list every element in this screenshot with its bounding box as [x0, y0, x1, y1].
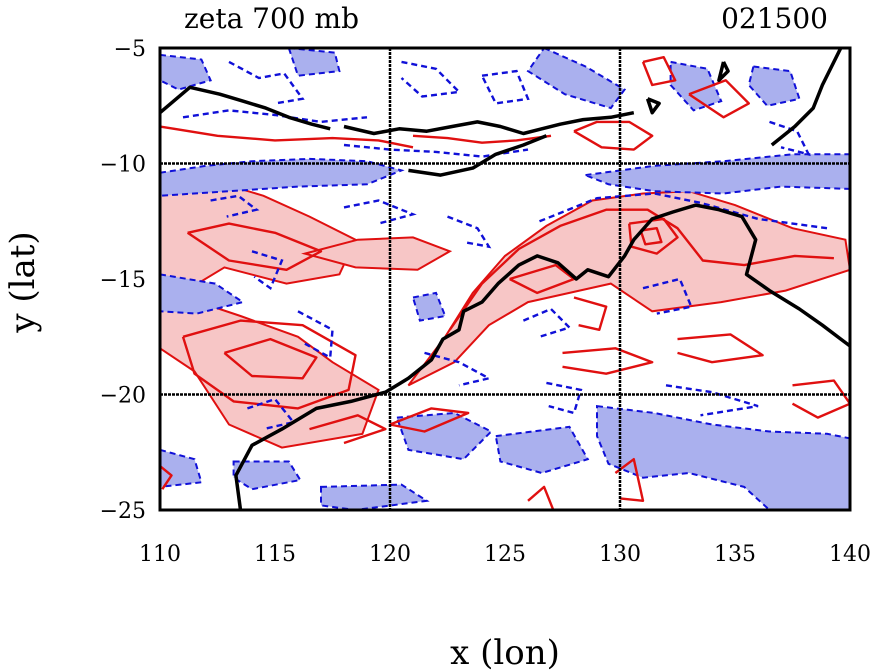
positive-contour-13: [677, 333, 764, 364]
coastline-segment-2: [408, 134, 548, 177]
y-tick-label-5: −5: [114, 37, 146, 62]
negative-vorticity-region-6: [287, 48, 341, 77]
x-tick-label-115: 115: [254, 542, 296, 567]
negative-contour-16: [546, 381, 583, 415]
positive-contour-1: [412, 134, 552, 144]
negative-contour-12: [247, 397, 296, 431]
grid-layer: [160, 48, 850, 510]
negative-contour-5: [539, 192, 828, 230]
positive-contour-20: [614, 458, 645, 502]
negative-contour-9: [522, 307, 572, 338]
positive-contour-6: [181, 319, 357, 410]
negative-vorticity-region-7: [160, 273, 246, 315]
x-axis-label: x (lon): [450, 633, 560, 672]
chart-timestamp: 021500: [721, 2, 828, 35]
negative-vorticity-region-8: [596, 404, 850, 510]
negative-vorticity-region-5: [160, 53, 212, 91]
y-tick-label-25: −25: [100, 499, 146, 524]
positive-contour-12: [562, 347, 654, 375]
x-tick-label-125: 125: [484, 542, 526, 567]
negative-contour-11: [297, 310, 334, 360]
negative-vorticity-region-2: [526, 48, 627, 110]
positive-vorticity-region-0: [160, 176, 380, 449]
positive-contour-19: [791, 379, 850, 419]
x-tick-label-135: 135: [714, 542, 756, 567]
positive-contour-15: [309, 414, 387, 445]
negative-vorticity-region-9: [395, 411, 493, 461]
negative-vorticity-region-12: [320, 483, 430, 510]
positive-contour-10: [639, 226, 663, 246]
negative-contour-14: [665, 384, 759, 417]
coastline-segment-1: [343, 110, 635, 136]
coastline-layer: [160, 48, 850, 510]
negative-vorticity-region-0: [160, 157, 405, 197]
positive-contour-18: [573, 296, 608, 331]
plot-frame: [158, 46, 852, 512]
negative-contour-4: [480, 69, 530, 105]
y-tick-labels: −5 −10 −15 −20 −25: [100, 37, 146, 524]
positive-contour-3: [641, 56, 677, 87]
y-tick-label-10: −10: [100, 153, 146, 178]
negative-contour-2: [228, 60, 305, 105]
x-tick-labels: 110 115 120 125 130 135 140: [139, 542, 871, 567]
x-tick-label-120: 120: [369, 542, 411, 567]
y-tick-label-20: −20: [100, 384, 146, 409]
coastline-segment-5: [645, 97, 661, 115]
negative-vorticity-region-11: [232, 460, 302, 491]
plot-area: [160, 48, 850, 510]
negative-vorticity-region-10: [494, 425, 590, 475]
y-axis-label: y (lat): [3, 231, 43, 333]
positive-contour-2: [573, 120, 654, 151]
coastline-segment-0: [234, 203, 850, 510]
chart-title: zeta 700 mb: [184, 2, 359, 35]
negative-vorticity-region-4: [747, 65, 801, 107]
x-tick-label-140: 140: [829, 542, 871, 567]
positive-fill-layer: [160, 176, 850, 449]
coastline-segment-4: [770, 48, 843, 147]
x-tick-label-130: 130: [599, 542, 641, 567]
negative-contour-0: [182, 109, 368, 124]
positive-contour-14: [389, 407, 470, 433]
negative-contour-13: [424, 351, 493, 387]
positive-contour-layer: [160, 56, 850, 510]
y-tick-label-15: −15: [100, 268, 146, 293]
coastline-segment-6: [717, 61, 730, 83]
negative-contour-10: [642, 277, 693, 315]
x-tick-label-110: 110: [139, 542, 181, 567]
negative-contour-7: [210, 194, 260, 218]
positive-vorticity-region-2: [301, 236, 453, 271]
positive-contour-4: [688, 79, 750, 119]
positive-contour-0: [160, 125, 414, 149]
positive-contour-8: [448, 208, 834, 331]
negative-contour-layer: [182, 60, 828, 431]
negative-contour-6: [343, 199, 417, 225]
positive-vorticity-region-1: [407, 190, 850, 387]
negative-vorticity-region-3: [669, 60, 723, 112]
negative-contour-17: [251, 250, 284, 291]
positive-contour-7: [223, 337, 318, 380]
negative-contour-8: [447, 215, 492, 249]
coastline-segment-3: [160, 85, 331, 131]
negative-contour-3: [400, 60, 462, 98]
positive-contour-5: [186, 222, 323, 271]
negative-contour-15: [769, 120, 811, 157]
positive-contour-17: [527, 485, 555, 510]
positive-contour-16: [160, 465, 173, 490]
negative-vorticity-region-14: [411, 291, 447, 322]
